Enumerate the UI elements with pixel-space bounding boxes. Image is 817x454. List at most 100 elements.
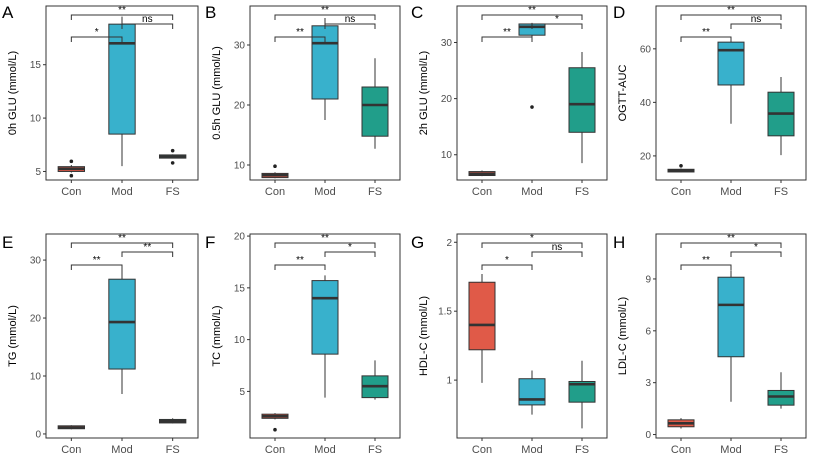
box-con [667, 164, 695, 173]
bracket-line [481, 242, 583, 248]
y-axis-title: 0.5h GLU (mmol/L) [211, 46, 223, 140]
bracket-line [680, 14, 782, 20]
significance-label: ** [503, 27, 511, 38]
significance-bracket: * [481, 233, 583, 248]
y-axis-title: 2h GLU (mmol/L) [418, 51, 430, 135]
box-mod [518, 370, 546, 415]
significance-bracket: ** [274, 255, 326, 270]
significance-bracket: ** [680, 255, 732, 270]
significance-bracket: ** [70, 5, 174, 20]
box-mod [717, 40, 745, 124]
bracket-line [70, 264, 123, 270]
box-iqr [568, 380, 596, 403]
x-tick-label: FS [368, 444, 382, 454]
significance-bracket: ** [274, 27, 326, 42]
box-con [468, 170, 496, 177]
y-tick-label: 15 [234, 283, 246, 294]
x-tick-label: Mod [521, 444, 542, 454]
x-tick-label: Mod [720, 444, 741, 454]
panel-b: B 10 20 30 0.5h GLU (mmol/L) Con Mod FS ** ns ** [205, 3, 401, 198]
x-tick-label: FS [575, 186, 589, 198]
box-mod [518, 22, 546, 109]
bracket-line [324, 251, 376, 257]
significance-bracket: ** [274, 233, 376, 248]
box-con [468, 273, 496, 383]
significance-bracket: * [324, 242, 376, 257]
panel-letter: G [411, 233, 424, 252]
y-axis-title: LDL-C (mmol/L) [617, 297, 629, 375]
panel-g: G 1 1.5 2 HDL-C (mmol/L) Con Mod FS * ns * [411, 233, 608, 454]
box-fs [568, 52, 596, 164]
panel-letter: A [2, 3, 14, 22]
bracket-line [274, 36, 326, 42]
y-tick-label: 10 [234, 161, 246, 172]
significance-label: ** [118, 5, 126, 16]
x-tick-label: Con [61, 444, 81, 454]
y-tick-label: 30 [30, 256, 42, 267]
significance-bracket: ** [274, 5, 376, 20]
y-tick-label: 60 [640, 44, 652, 55]
significance-label: ** [93, 255, 101, 266]
bracket-line [70, 36, 123, 42]
bracket-line [481, 36, 533, 42]
outlier-point [530, 105, 534, 109]
box-fs [158, 418, 187, 424]
box-iqr [568, 67, 596, 133]
panel-a: A 5 10 15 0h GLU (mmol/L) Con Mod FS * ns ** [2, 3, 199, 198]
y-tick-label: 1 [446, 376, 452, 387]
x-tick-label: Con [472, 186, 492, 198]
bracket-line [680, 36, 732, 42]
box-con [57, 425, 86, 430]
y-tick-label: 3 [645, 378, 651, 389]
box-con [261, 413, 289, 432]
significance-bracket: ** [680, 233, 782, 248]
y-tick-label: 5 [239, 387, 245, 398]
box-iqr [518, 378, 546, 406]
box-fs [767, 76, 795, 156]
y-tick-label: 20 [234, 101, 246, 112]
box-mod [311, 275, 339, 398]
significance-label: ** [702, 255, 710, 266]
x-tick-label: Mod [521, 186, 542, 198]
bracket-line [274, 264, 326, 270]
x-tick-label: FS [166, 186, 180, 198]
panel-letter: H [613, 233, 625, 252]
significance-bracket: ns [730, 14, 782, 29]
box-mod [108, 16, 136, 167]
panel-letter: E [2, 233, 13, 252]
outlier-point [273, 427, 277, 432]
significance-bracket: * [481, 255, 533, 270]
outlier-point [170, 148, 175, 153]
bracket-line [274, 242, 376, 248]
significance-label: ** [702, 27, 710, 38]
x-tick-label: FS [575, 444, 589, 454]
significance-label: ** [321, 5, 329, 16]
outlier-point [273, 164, 277, 168]
significance-label: ** [296, 255, 304, 266]
box-fs [361, 58, 389, 149]
bracket-line [531, 23, 583, 29]
x-tick-label: FS [774, 444, 788, 454]
x-tick-label: Mod [720, 186, 741, 198]
significance-label: * [505, 255, 509, 266]
y-axis-title: TG (mmol/L) [7, 305, 19, 367]
significance-label: ** [118, 233, 126, 244]
outlier-point [679, 164, 683, 168]
significance-label: ** [528, 5, 536, 16]
x-tick-label: Con [671, 444, 691, 454]
y-tick-label: 20 [441, 94, 453, 105]
significance-label: ** [296, 27, 304, 38]
panel-letter: B [205, 3, 216, 22]
y-axis-title: OGTT-AUC [617, 65, 629, 122]
x-tick-label: Con [61, 186, 81, 198]
x-tick-label: Con [265, 186, 285, 198]
y-tick-label: 6 [645, 326, 651, 337]
box-con [57, 159, 86, 178]
bracket-line [481, 264, 533, 270]
significance-bracket: ** [481, 5, 583, 20]
x-tick-label: FS [166, 444, 180, 454]
bracket-line [531, 251, 583, 257]
